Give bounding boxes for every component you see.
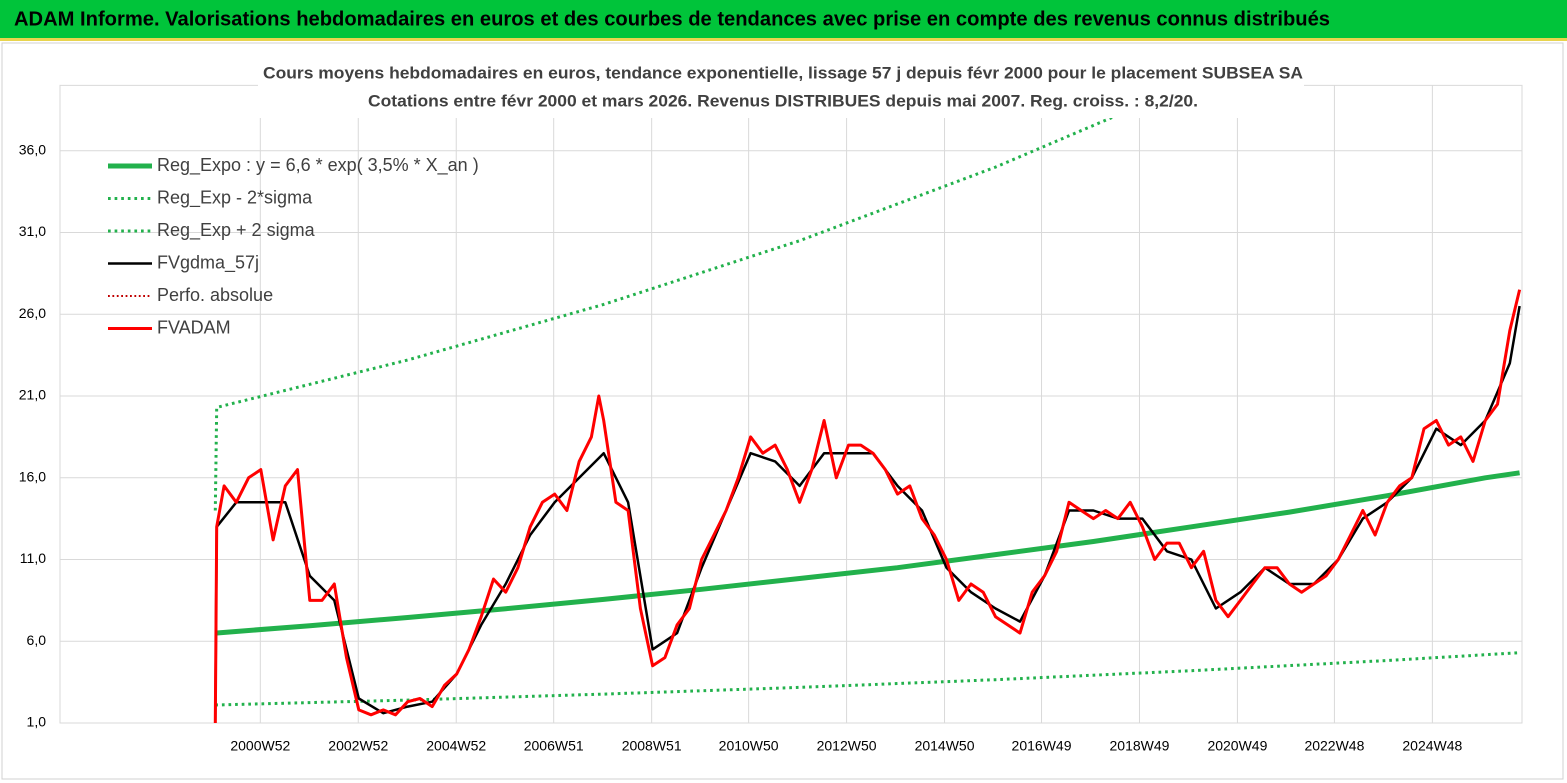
- header-bar: [0, 0, 1567, 38]
- header-rule: [0, 38, 1567, 41]
- y-tick-label: 31,0: [19, 223, 46, 239]
- chart-subtitle: Cotations entre févr 2000 et mars 2026. …: [368, 91, 1198, 110]
- series-line: [215, 651, 1520, 707]
- title-box: [258, 60, 1304, 118]
- series-line: [215, 470, 1520, 636]
- y-tick-label: 6,0: [27, 632, 47, 648]
- legend-label: Reg_Expo : y = 6,6 * exp( 3,5% * X_an ): [157, 155, 479, 176]
- x-tick-label: 2022W48: [1304, 738, 1364, 754]
- x-tick-label: 2010W50: [719, 738, 779, 754]
- x-tick-label: 2006W51: [524, 738, 584, 754]
- y-tick-label: 11,0: [20, 550, 46, 566]
- series-line: [214, 305, 1521, 724]
- y-tick-label: 16,0: [19, 468, 46, 484]
- y-tick-label: 36,0: [19, 141, 46, 157]
- x-tick-label: 2014W50: [915, 738, 975, 754]
- y-tick-label: 21,0: [19, 387, 46, 403]
- chart-title: Cours moyens hebdomadaires en euros, ten…: [263, 63, 1303, 82]
- y-tick-label: 26,0: [19, 305, 46, 321]
- x-tick-label: 2002W52: [328, 738, 388, 754]
- x-tick-label: 2000W52: [230, 738, 290, 754]
- x-tick-label: 2008W51: [622, 738, 682, 754]
- legend-label: Perfo. absolue: [157, 285, 273, 305]
- legend-label: Reg_Exp - 2*sigma: [157, 187, 313, 208]
- series-line: [213, 289, 1522, 724]
- x-tick-label: 2018W49: [1110, 738, 1170, 754]
- legend-label: FVgdma_57j: [157, 252, 259, 273]
- x-tick-label: 2004W52: [426, 738, 486, 754]
- x-tick-label: 2016W49: [1012, 738, 1072, 754]
- y-tick-label: 1,0: [27, 714, 47, 730]
- x-tick-label: 2020W49: [1207, 738, 1267, 754]
- chart-border: [1, 42, 1564, 780]
- header-title: ADAM Informe. Valorisations hebdomadaire…: [14, 8, 1330, 30]
- legend-label: Reg_Exp + 2 sigma: [157, 220, 316, 241]
- x-tick-label: 2024W48: [1402, 738, 1462, 754]
- legend-label: FVADAM: [157, 317, 231, 337]
- x-tick-label: 2012W50: [817, 738, 877, 754]
